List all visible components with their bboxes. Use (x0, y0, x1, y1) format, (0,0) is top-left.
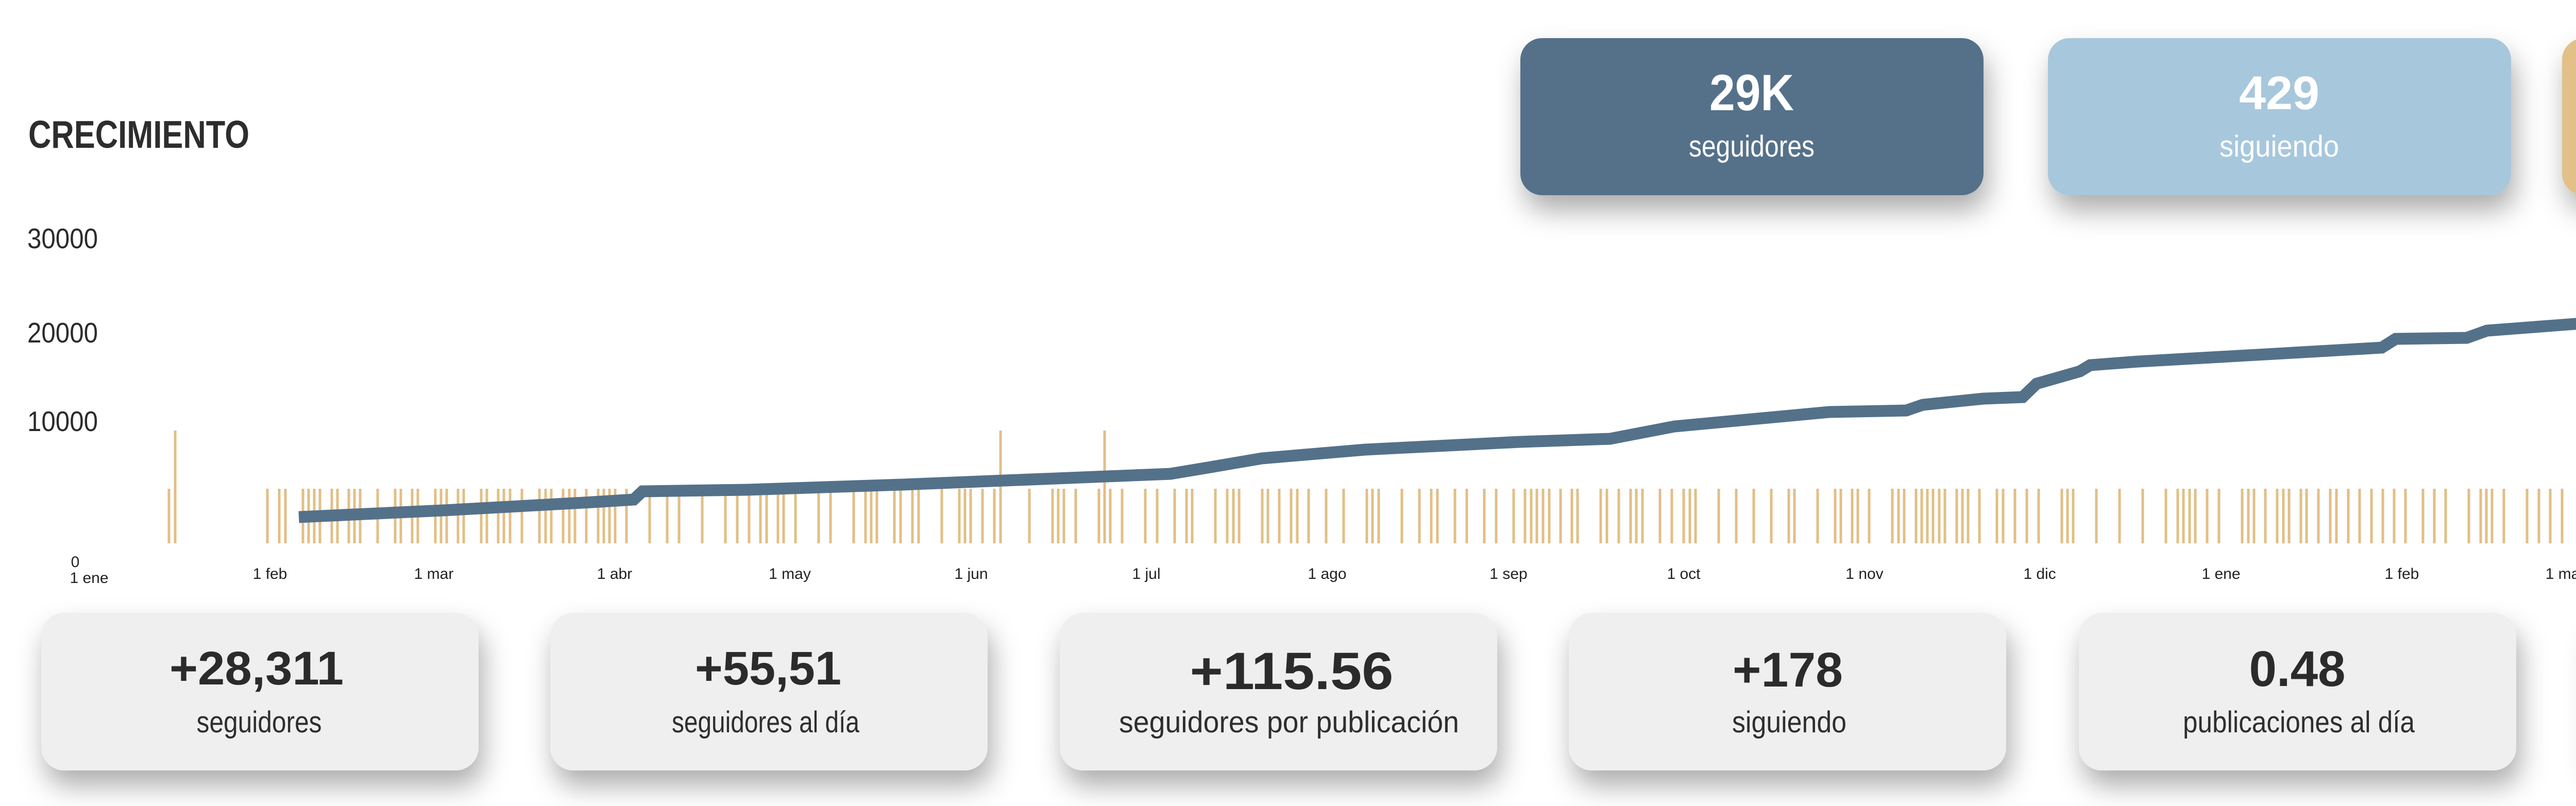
svg-text:1 abr: 1 abr (597, 565, 632, 582)
svg-text:1 jun: 1 jun (954, 565, 988, 582)
svg-text:+115.56: +115.56 (1190, 642, 1394, 700)
svg-text:seguidores: seguidores (197, 706, 322, 739)
svg-text:seguidores: seguidores (1689, 130, 1815, 163)
svg-text:CRECIMIENTO: CRECIMIENTO (28, 113, 249, 156)
svg-text:1 jul: 1 jul (1132, 565, 1160, 582)
svg-text:siguiendo: siguiendo (2219, 130, 2339, 163)
svg-text:1 mar: 1 mar (2546, 565, 2576, 582)
svg-text:29K: 29K (1709, 64, 1794, 121)
svg-text:10000: 10000 (27, 405, 98, 437)
svg-text:429: 429 (2239, 67, 2319, 119)
svg-text:1 ago: 1 ago (1308, 565, 1346, 582)
svg-text:1 ene: 1 ene (2201, 565, 2240, 582)
svg-text:0: 0 (71, 554, 80, 571)
svg-text:seguidores por publicación: seguidores por publicación (1119, 706, 1459, 739)
svg-text:1 mar: 1 mar (414, 565, 454, 582)
svg-text:+55,51: +55,51 (695, 642, 841, 695)
svg-text:+178: +178 (1733, 643, 1843, 697)
svg-text:seguidores al día: seguidores al día (672, 706, 860, 739)
svg-text:1 feb: 1 feb (253, 565, 287, 582)
svg-text:+28,311: +28,311 (170, 642, 344, 695)
svg-text:30000: 30000 (27, 222, 98, 254)
svg-text:siguiendo: siguiendo (1732, 706, 1846, 739)
svg-text:1 dic: 1 dic (2023, 565, 2056, 582)
svg-text:1 feb: 1 feb (2385, 565, 2419, 582)
svg-text:1 oct: 1 oct (1667, 565, 1701, 582)
svg-text:20000: 20000 (27, 317, 98, 349)
svg-text:publicaciones al día: publicaciones al día (2183, 706, 2415, 739)
svg-text:1 sep: 1 sep (1489, 565, 1527, 582)
svg-text:0.48: 0.48 (2249, 641, 2346, 697)
svg-text:1 may: 1 may (769, 565, 811, 582)
svg-text:1 ene: 1 ene (70, 570, 108, 587)
svg-text:1 nov: 1 nov (1845, 565, 1883, 582)
